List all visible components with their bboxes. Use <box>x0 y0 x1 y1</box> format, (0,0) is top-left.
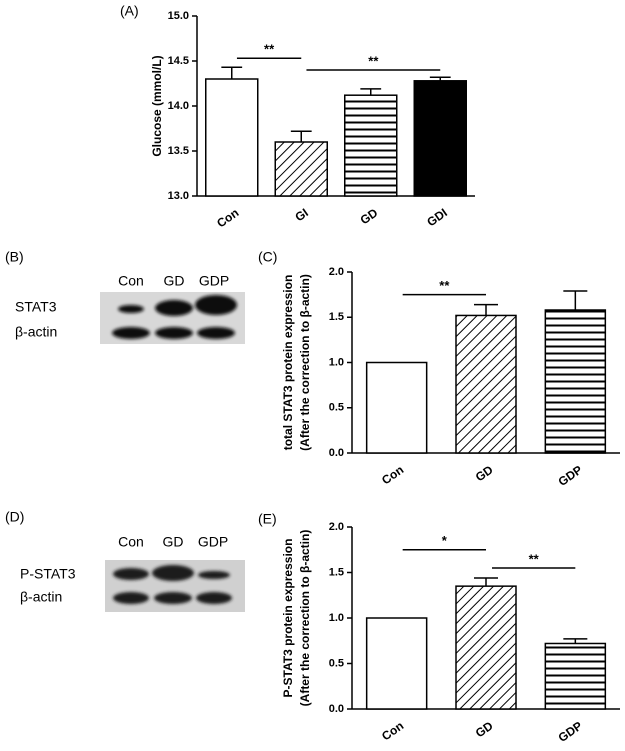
bar <box>365 361 428 454</box>
significance-label: ** <box>368 53 379 68</box>
y-tick-label: 1.5 <box>329 566 344 578</box>
band <box>198 571 230 579</box>
blot-b <box>100 292 245 344</box>
row-label: β-actin <box>20 589 62 605</box>
x-tick-label: GD <box>473 718 496 740</box>
error-bar <box>360 88 382 96</box>
y-tick-label: 2.0 <box>329 266 344 278</box>
x-tick-label: Con <box>214 206 241 231</box>
significance-label: ** <box>439 278 450 293</box>
x-tick-label: GD <box>473 462 496 484</box>
panel-label: (D) <box>5 509 24 525</box>
significance-label: ** <box>529 551 540 566</box>
y-tick-label: 1.0 <box>329 356 344 368</box>
row-label: STAT3 <box>15 299 57 315</box>
band <box>195 295 237 315</box>
bar <box>544 309 607 454</box>
lane-label: GDP <box>199 273 229 289</box>
band <box>155 300 193 316</box>
lane-label: GDP <box>198 534 228 550</box>
lane-label: GD <box>164 273 185 289</box>
bar <box>455 585 517 710</box>
y-tick-label: 1.0 <box>329 612 344 624</box>
band <box>112 327 150 339</box>
y-tick-label: 0.5 <box>329 402 344 414</box>
error-bar <box>290 130 312 142</box>
error-bar <box>221 66 243 79</box>
bar <box>544 642 607 710</box>
band <box>113 592 149 604</box>
band <box>154 592 192 604</box>
bar <box>455 314 517 454</box>
bar <box>365 617 428 710</box>
band <box>118 305 144 313</box>
lane-label: Con <box>118 534 144 550</box>
band <box>196 592 232 604</box>
band <box>113 568 149 580</box>
bar <box>344 94 398 197</box>
error-bar <box>429 76 451 81</box>
y-tick-label: 2.0 <box>329 521 344 533</box>
y-axis-label: P-STAT3 protein expression <box>281 539 295 698</box>
x-tick-label: GDI <box>424 206 450 230</box>
error-bar <box>474 303 498 316</box>
band <box>197 327 235 339</box>
bar <box>274 141 328 197</box>
error-bar <box>563 290 588 311</box>
y-tick-label: 14.5 <box>168 55 189 67</box>
y-tick-label: 1.5 <box>329 311 344 323</box>
y-tick-label: 0.0 <box>329 447 344 459</box>
y-tick-label: 13.0 <box>168 190 189 202</box>
error-bar <box>563 638 588 644</box>
band <box>155 327 193 339</box>
lane-label: Con <box>118 273 144 289</box>
y-axis-label: Glucose (mmol/L) <box>150 55 164 156</box>
y-tick-label: 14.0 <box>168 100 189 112</box>
error-bar <box>474 577 498 587</box>
y-tick-label: 0.5 <box>329 657 344 669</box>
bar <box>205 78 259 197</box>
x-tick-label: GD <box>358 205 381 227</box>
y-axis-label: (After the correction to β-actin) <box>298 274 312 451</box>
panel-label: (A) <box>120 3 139 19</box>
x-tick-label: Con <box>379 463 406 488</box>
x-tick-label: GDP <box>556 463 585 489</box>
y-tick-label: 13.5 <box>168 145 189 157</box>
panel-label: (B) <box>5 249 24 265</box>
y-axis-label: total STAT3 protein expression <box>281 275 295 451</box>
x-tick-label: Con <box>379 719 406 744</box>
y-axis-label: (After the correction to β-actin) <box>298 530 312 707</box>
panel-label: (E) <box>258 511 277 527</box>
y-tick-label: 0.0 <box>329 703 344 715</box>
panel-label: (C) <box>258 249 277 265</box>
significance-label: * <box>442 533 448 548</box>
band <box>152 565 194 581</box>
x-tick-label: GI <box>292 206 310 225</box>
blot-d <box>105 560 245 612</box>
lane-label: GD <box>163 534 184 550</box>
significance-label: ** <box>264 42 275 57</box>
y-tick-label: 15.0 <box>168 10 189 22</box>
x-tick-label: GDP <box>556 719 585 745</box>
bar <box>413 80 467 197</box>
row-label: β-actin <box>15 324 57 340</box>
row-label: P-STAT3 <box>20 566 76 582</box>
